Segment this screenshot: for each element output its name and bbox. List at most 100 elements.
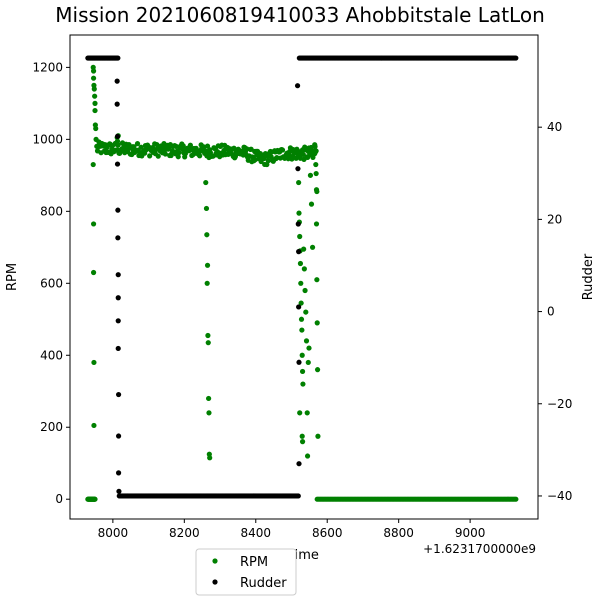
rpm-point [308, 201, 315, 207]
rudder-point [115, 55, 121, 61]
rpm-point [297, 260, 304, 267]
y-left-tick-label: 200 [40, 420, 63, 434]
y-right-tick-label: 0 [547, 305, 555, 319]
rpm-point [313, 170, 319, 177]
rpm-point [279, 147, 286, 153]
x-tick-label: 8800 [383, 526, 414, 540]
y-left-tick-label: 1200 [32, 60, 63, 74]
rpm-point [180, 143, 186, 149]
rudder-point [295, 221, 301, 227]
rpm-point [207, 455, 213, 461]
rpm-point [162, 151, 168, 157]
rudder-point [295, 493, 301, 499]
points-layer [85, 55, 519, 502]
rpm-point [91, 496, 97, 502]
rpm-point [147, 153, 153, 159]
x-tick-label: 8200 [169, 526, 200, 540]
x-axis-ticks: 8000 8200 8400 8600 8800 9000 [98, 519, 485, 540]
rpm-point [204, 280, 210, 286]
rpm-point [204, 262, 211, 268]
rpm-point [315, 433, 321, 439]
rpm-point [303, 338, 310, 344]
legend-marker-rudder [212, 579, 218, 585]
rpm-point [90, 221, 97, 227]
x-tick-label: 8400 [240, 526, 271, 540]
y-axis-right-label: Rudder [581, 253, 596, 300]
y-left-tick-label: 1000 [32, 132, 63, 146]
rpm-point [314, 188, 320, 195]
rpm-point [314, 367, 321, 373]
rpm-point [298, 300, 304, 306]
rpm-point [204, 232, 210, 238]
rpm-point [296, 210, 302, 216]
rpm-point [203, 179, 209, 186]
rpm-point [91, 359, 97, 366]
y-left-tick-label: 600 [40, 276, 63, 290]
rudder-point [296, 249, 302, 255]
y-axis-left-ticks: 0 200 400 600 800 1000 1200 [32, 60, 70, 506]
rpm-point [92, 93, 98, 99]
rudder-point [294, 83, 301, 89]
rudder-point [115, 272, 121, 278]
rpm-point [193, 145, 199, 151]
legend: RPM Rudder [195, 548, 297, 596]
rpm-point [131, 144, 137, 150]
rpm-point [90, 75, 97, 81]
rpm-point [307, 172, 314, 178]
rudder-point [115, 318, 121, 324]
rpm-point [299, 433, 305, 439]
rpm-point [90, 68, 97, 74]
rpm-point [513, 496, 519, 502]
chart-title: Mission 2021060819410033 Ahobbitstale La… [55, 3, 545, 27]
rpm-point [305, 359, 311, 366]
rpm-point [92, 100, 98, 106]
rpm-point [91, 86, 97, 92]
rpm-point [313, 221, 320, 227]
rpm-point [206, 395, 212, 402]
rudder-point [115, 391, 122, 398]
rpm-point [306, 345, 312, 351]
rpm-point [301, 266, 307, 272]
rpm-point [296, 179, 302, 186]
rpm-point [93, 125, 99, 132]
rudder-point [114, 101, 120, 107]
y-left-tick-label: 400 [40, 348, 63, 362]
rpm-point [314, 320, 320, 326]
rudder-point [116, 488, 122, 494]
rpm-point [297, 410, 303, 416]
x-tick-label: 8600 [312, 526, 343, 540]
y-right-tick-label: −20 [547, 397, 572, 411]
rudder-point [296, 359, 302, 365]
rpm-point [299, 327, 305, 333]
rpm-point [203, 205, 210, 212]
rpm-point [299, 368, 306, 375]
rpm-point [134, 141, 141, 147]
rpm-point [115, 142, 121, 148]
legend-box [195, 548, 297, 596]
rpm-point [300, 381, 306, 387]
rpm-point [299, 352, 305, 358]
rudder-point [295, 166, 301, 172]
rpm-point [302, 287, 308, 294]
rudder-point [115, 207, 121, 213]
rpm-point [175, 154, 181, 160]
rpm-point [304, 410, 310, 416]
rudder-point [114, 133, 121, 140]
rudder-point [115, 345, 121, 352]
y-axis-right-ticks: −40 −20 0 20 40 [538, 120, 572, 503]
rpm-point [90, 269, 97, 276]
rpm-point [312, 143, 318, 150]
rpm-point [265, 158, 271, 164]
rpm-point [91, 422, 97, 429]
rpm-point [205, 332, 211, 339]
x-axis-offset-label: +1.6231700000e9 [423, 542, 536, 556]
rpm-point [301, 246, 307, 252]
rudder-point [296, 461, 302, 467]
rudder-point [114, 78, 120, 84]
rpm-point [205, 340, 211, 346]
y-right-tick-label: −40 [547, 489, 572, 503]
rpm-point [304, 453, 311, 459]
rudder-point [115, 235, 121, 241]
